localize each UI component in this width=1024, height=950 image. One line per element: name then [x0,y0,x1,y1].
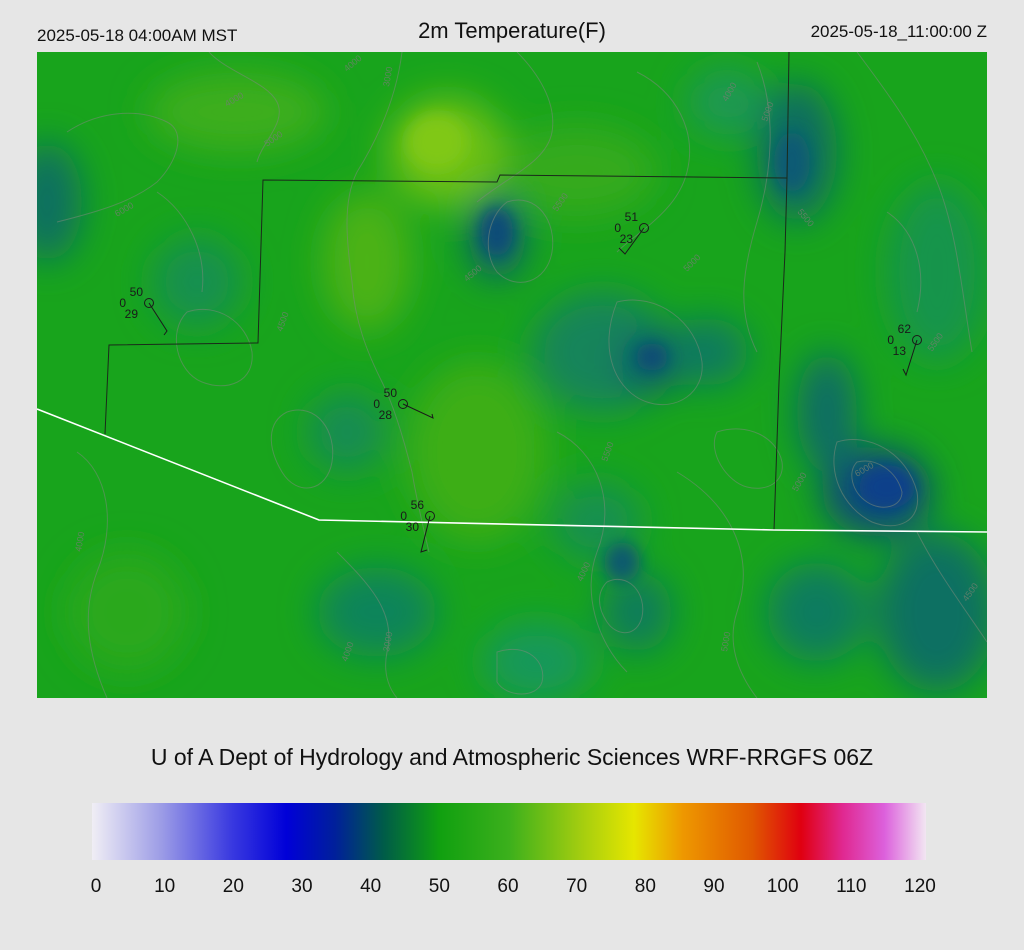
station-dewpoint: 28 [379,408,393,422]
colorbar-tick-label: 10 [154,876,176,897]
station-temperature: 56 [411,498,425,512]
temperature-map: 4000300055005000450060005000400045005000… [37,52,987,698]
colorbar-tick-label: 50 [428,876,450,897]
station-plot-st5: 62 013 [887,322,922,377]
station-temperature: 50 [384,386,398,400]
colorbar-tick-label: 120 [904,876,936,897]
station-circle [398,399,408,409]
temperature-colorbar [92,803,926,860]
colorbar-tick-label: 40 [360,876,382,897]
station-dewpoint: 30 [406,520,420,534]
station-plot-st2: 51 023 [614,210,649,255]
contour-label: 3000 [381,66,394,87]
wind-barb [618,227,645,255]
station-mid-value: 0 [373,397,380,411]
state-border [37,408,987,533]
station-circle [144,298,154,308]
station-circle [639,223,649,233]
temperature-field-detail [407,114,915,582]
station-temperature: 62 [898,322,912,336]
station-temperature: 50 [130,285,144,299]
colorbar-tick-label: 0 [90,876,102,897]
station-mid-value: 0 [119,296,126,310]
station-plot-st1: 50 029 [119,285,168,336]
station-mid-value: 0 [614,221,621,235]
station-mid-value: 0 [400,509,407,523]
contour-label: 4000 [73,531,86,552]
colorbar-tick-label: 20 [222,876,244,897]
station-mid-value: 0 [887,333,894,347]
wind-barb [402,403,434,419]
colorbar-tick-label: 30 [291,876,313,897]
contour-label: 5000 [719,631,732,652]
station-plot-st4: 56 030 [400,498,435,553]
station-temperature: 51 [625,210,639,224]
colorbar-tick-label: 60 [497,876,519,897]
colorbar-tick-label: 70 [566,876,588,897]
wind-barb [148,302,168,336]
station-dewpoint: 29 [125,307,139,321]
wind-barb [420,515,431,553]
station-dewpoint: 13 [893,344,907,358]
county-boundaries [104,52,790,531]
station-plot-st3: 50 028 [373,386,434,422]
wind-barb [902,339,918,377]
map-title: 2m Temperature(F) [418,18,606,43]
local-time-label: 2025-05-18 04:00AM MST [37,26,238,45]
colorbar-tick-label: 100 [766,876,799,897]
station-circle [425,511,435,521]
colorbar-tick-label: 90 [703,876,725,897]
terrain-contours [56,52,987,698]
contour-label: 3000 [381,631,394,652]
valid-time-label: 2025-05-18_11:00:00 Z [810,22,987,41]
colorbar-tick-label: 80 [634,876,656,897]
station-circle [912,335,922,345]
colorbar-tick-label: 110 [836,876,867,897]
credit-text: U of A Dept of Hydrology and Atmospheric… [150,744,874,770]
station-dewpoint: 23 [620,232,634,246]
